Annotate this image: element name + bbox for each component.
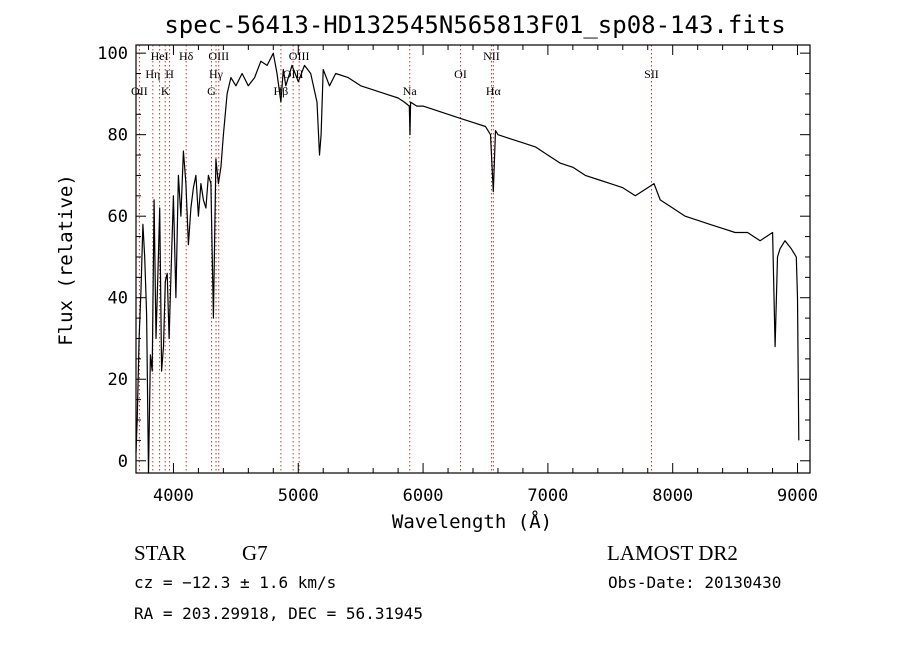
spectral-line-label-3: K xyxy=(161,84,170,98)
object-subclass: G7 xyxy=(242,541,268,565)
x-tick-label: 6000 xyxy=(403,486,444,506)
spectrum-series xyxy=(135,52,800,474)
spectral-line-label-11: OIII xyxy=(289,49,310,63)
y-tick-label: 60 xyxy=(108,207,128,227)
spectral-line-label-5: Hδ xyxy=(179,49,194,63)
spectral-line-label-16: SII xyxy=(644,67,659,81)
spectral-line-label-7: Hγ xyxy=(209,67,224,81)
x-tick-label: 8000 xyxy=(652,486,693,506)
spectral-line-label-15: Hα xyxy=(486,84,502,98)
y-tick-label: 40 xyxy=(108,289,128,309)
coordinates: RA = 203.29918, DEC = 56.31945 xyxy=(134,604,423,623)
spectral-line-label-9: Hβ xyxy=(274,84,289,98)
x-axis: 4000 5000 6000 7000 8000 9000 xyxy=(147,45,818,506)
y-tick-label: 0 xyxy=(118,452,128,472)
spectral-line-label-10: OIII xyxy=(283,67,304,81)
object-class: STAR xyxy=(134,541,186,565)
spectrum-line-0 xyxy=(135,52,800,474)
spectral-line-markers xyxy=(138,45,652,473)
y-axis: 0 20 40 60 80 100 xyxy=(97,44,810,472)
x-tick-label: 7000 xyxy=(527,486,568,506)
y-tick-label: 80 xyxy=(108,126,128,146)
plot-frame xyxy=(135,44,811,474)
spectral-line-labels: OII Hη HeI KH Hδ G Hγ OIII Hβ OIII OIII Na OI NII Hα SI… xyxy=(131,49,659,98)
spectral-line-label-1: Hη xyxy=(145,67,160,81)
spectral-line-label-0: OII xyxy=(131,84,148,98)
spectral-line-label-4: H xyxy=(165,67,174,81)
survey-name: LAMOST DR2 xyxy=(607,541,738,565)
x-tick-label: 4000 xyxy=(153,486,194,506)
y-tick-label: 100 xyxy=(97,44,128,64)
x-tick-label: 5000 xyxy=(278,486,319,506)
spectral-line-label-14: NII xyxy=(483,49,500,63)
spectral-line-label-13: OI xyxy=(454,67,467,81)
spectral-line-label-8: OIII xyxy=(208,49,229,63)
spectral-line-label-6: G xyxy=(207,84,216,98)
y-axis-label: Flux (relative) xyxy=(55,174,77,346)
chart-title: spec-56413-HD132545N565813F01_sp08-143.f… xyxy=(164,11,785,39)
spectral-line-label-2: HeI xyxy=(151,49,169,63)
y-tick-label: 20 xyxy=(108,370,128,390)
obs-date: Obs-Date: 20130430 xyxy=(608,573,781,592)
redshift-text: cz = −12.3 ± 1.6 km/s xyxy=(134,573,336,592)
x-tick-label: 9000 xyxy=(777,486,818,506)
x-axis-label: Wavelength (Å) xyxy=(392,510,552,533)
spectral-line-label-12: Na xyxy=(403,84,418,98)
